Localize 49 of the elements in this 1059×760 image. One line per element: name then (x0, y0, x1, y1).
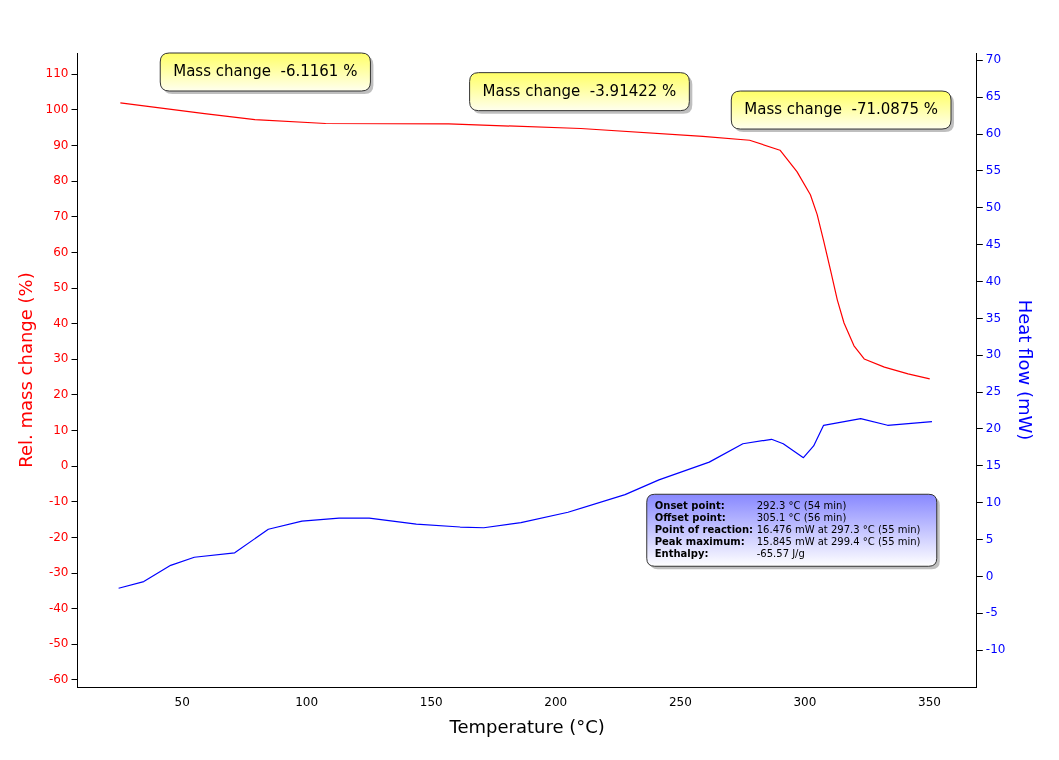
x-tick-label: 100 (295, 695, 319, 710)
y-tick-label: 20 (53, 387, 69, 402)
y2-tick-label: 0 (985, 568, 994, 583)
y2-tick-label: 30 (985, 347, 1002, 362)
y-tick-label: -50 (48, 636, 69, 651)
y2-tick-label: 70 (985, 52, 1002, 67)
y-tick-label: -60 (48, 672, 69, 686)
y2-tick-label: -10 (985, 642, 1006, 657)
x-tick-label: 50 (174, 695, 190, 710)
x-tick-label: 350 (918, 695, 941, 710)
y-tick-label: 110 (45, 66, 69, 81)
y2-tick-label: 65 (985, 89, 1002, 104)
y2-tick-label: 55 (985, 163, 1002, 178)
y2-tick-label: 35 (985, 310, 1002, 325)
y-tick-label: 60 (53, 244, 69, 259)
y2-tick-label: 50 (985, 199, 1002, 214)
y2-axis-title: Heat flow (mW) (1014, 299, 1036, 441)
y-tick-label: 80 (53, 173, 69, 188)
annotation: Mass change -71.0875 % (744, 99, 939, 118)
y2-tick-label: 45 (985, 236, 1002, 251)
y2-tick-label: 15 (985, 457, 1002, 472)
y-tick-label: 0 (60, 458, 69, 473)
y2-tick-label: -5 (985, 605, 998, 620)
x-axis-title: Temperature (°C) (448, 715, 605, 737)
y2-tick-label: 40 (985, 273, 1002, 288)
y-tick-label: 10 (53, 422, 69, 437)
y-tick-label: 90 (53, 137, 69, 152)
x-tick-label: 200 (544, 695, 568, 710)
y-axis-title: Rel. mass change (%) (15, 272, 37, 468)
y2-tick-label: 25 (985, 384, 1002, 399)
y-tick-label: -20 (48, 529, 69, 544)
y-tick-label: 50 (53, 280, 69, 295)
y2-tick-label: 5 (985, 531, 994, 546)
annotation: Mass change -3.91422 % (482, 81, 677, 100)
y-tick-label: 30 (53, 351, 69, 366)
y2-tick-label: 20 (985, 421, 1002, 436)
y-tick-label: 40 (53, 315, 69, 330)
text: Onset point: 292.3 °C (54 min) Offset point: 305.1 °C (56 min) Point of reaction: 16.476 mW at 297.3 °C (55 min) Peak maximum: 15.845 mW at 299.4 °C (55 min) Enthalpy: -65.57 J/g (654, 499, 921, 559)
x-tick-label: 300 (793, 695, 817, 710)
y2-tick-label: 10 (985, 494, 1002, 509)
x-tick-label: 250 (668, 695, 692, 710)
annotation: Mass change -6.1161 % (173, 61, 358, 80)
y-tick-label: -30 (48, 565, 69, 580)
y2-tick-label: 60 (985, 126, 1002, 141)
x-tick-label: 150 (419, 695, 443, 710)
y-tick-label: -10 (48, 493, 69, 508)
y-tick-label: 70 (53, 208, 69, 223)
y-tick-label: -40 (48, 600, 69, 615)
y-tick-label: 100 (45, 102, 69, 117)
